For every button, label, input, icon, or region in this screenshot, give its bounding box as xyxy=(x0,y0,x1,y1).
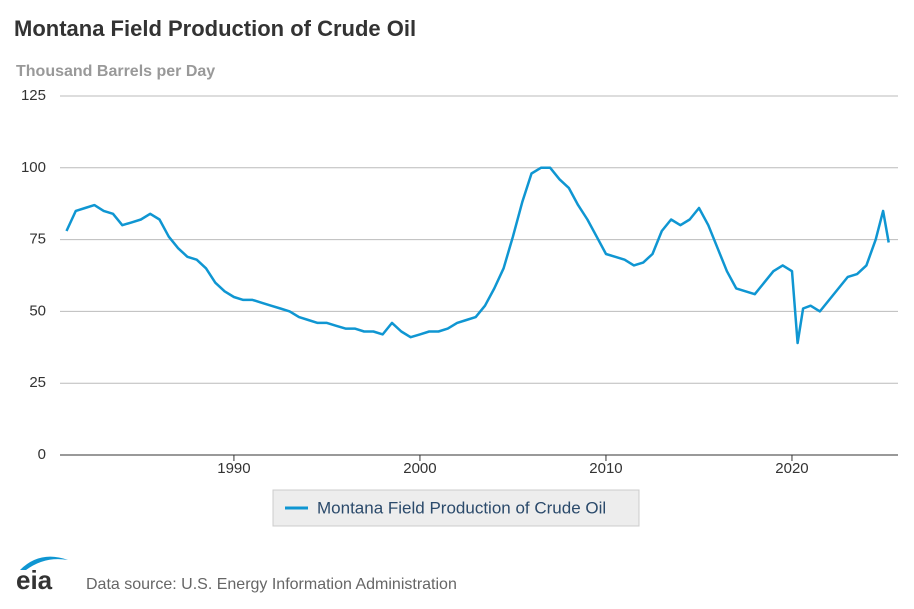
eia-logo: eia xyxy=(16,556,68,595)
x-tick-label: 1990 xyxy=(217,460,250,477)
y-tick-label: 125 xyxy=(21,87,46,104)
y-axis-label: Thousand Barrels per Day xyxy=(16,63,215,80)
data-line xyxy=(65,166,890,345)
y-tick-label: 100 xyxy=(21,159,46,176)
x-tick-label: 2020 xyxy=(775,460,808,477)
y-tick-label: 50 xyxy=(29,302,46,319)
x-tick-label: 2000 xyxy=(403,460,436,477)
legend-box xyxy=(272,489,640,527)
y-tick-label: 75 xyxy=(29,231,46,248)
svg-text:eia: eia xyxy=(16,565,53,595)
legend: Montana Field Production of Crude Oil xyxy=(272,489,640,527)
legend-label: Montana Field Production of Crude Oil xyxy=(317,498,606,517)
chart-title: Montana Field Production of Crude Oil xyxy=(14,16,416,41)
x-tick-label: 2010 xyxy=(589,460,622,477)
y-tick-label: 25 xyxy=(29,374,46,391)
y-tick-label: 0 xyxy=(38,446,46,463)
source-note: Data source: U.S. Energy Information Adm… xyxy=(86,576,457,593)
